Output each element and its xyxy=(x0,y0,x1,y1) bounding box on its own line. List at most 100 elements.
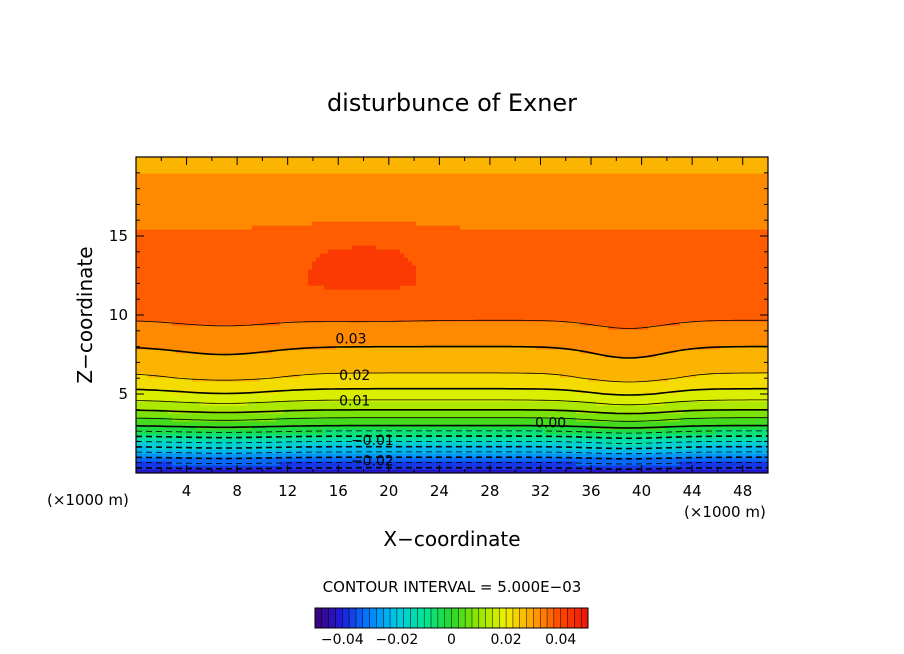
contour-cell xyxy=(436,453,441,458)
contour-cell xyxy=(636,373,641,378)
contour-cell xyxy=(412,393,417,398)
contour-cell xyxy=(652,469,657,473)
contour-cell xyxy=(512,365,517,370)
contour-cell xyxy=(544,393,549,398)
contour-cell xyxy=(244,449,249,454)
contour-cell xyxy=(380,445,385,450)
contour-cell xyxy=(656,413,661,418)
contour-cell xyxy=(616,413,621,418)
contour-cell xyxy=(392,409,397,414)
contour-cell xyxy=(640,349,645,354)
contour-cell xyxy=(384,413,389,418)
contour-cell xyxy=(724,385,729,390)
contour-cell xyxy=(320,469,325,473)
contour-cell xyxy=(696,433,701,438)
contour-cell xyxy=(280,357,285,362)
contour-cell xyxy=(676,353,681,358)
contour-cell xyxy=(296,437,301,442)
contour-cell xyxy=(520,409,525,414)
contour-cell xyxy=(720,353,725,358)
contour-cell xyxy=(248,417,253,422)
contour-cell xyxy=(280,421,285,426)
contour-cell xyxy=(204,453,209,458)
contour-cell xyxy=(700,353,705,358)
contour-cell xyxy=(352,401,357,406)
contour-cell xyxy=(340,393,345,398)
contour-cell xyxy=(152,389,157,394)
contour-cell xyxy=(540,377,545,382)
contour-cell xyxy=(712,369,717,374)
contour-cell xyxy=(700,397,705,402)
contour-cell xyxy=(612,429,617,434)
contour-cell xyxy=(660,453,665,458)
contour-cell xyxy=(252,445,257,450)
contour-cell xyxy=(704,393,709,398)
contour-cell xyxy=(720,357,725,362)
contour-cell xyxy=(152,361,157,366)
contour-cell xyxy=(460,369,465,374)
contour-cell xyxy=(764,369,768,374)
contour-cell xyxy=(484,385,489,390)
contour-cell xyxy=(352,437,357,442)
contour-cell xyxy=(692,429,697,434)
contour-cell xyxy=(500,429,505,434)
contour-cell xyxy=(388,397,393,402)
contour-cell xyxy=(708,437,713,442)
contour-cell xyxy=(428,369,433,374)
contour-cell xyxy=(456,349,461,354)
contour-cell xyxy=(148,417,153,422)
contour-cell xyxy=(364,405,369,410)
contour-cell xyxy=(424,441,429,446)
contour-cell xyxy=(164,469,169,473)
contour-cell xyxy=(680,385,685,390)
contour-cell xyxy=(672,385,677,390)
contour-cell xyxy=(276,413,281,418)
contour-cell xyxy=(596,393,601,398)
contour-cell xyxy=(500,425,505,430)
contour-cell xyxy=(636,357,641,362)
contour-cell xyxy=(408,389,413,394)
contour-cell xyxy=(288,393,293,398)
contour-cell xyxy=(240,465,245,470)
contour-cell xyxy=(712,457,717,462)
contour-cell xyxy=(460,357,465,362)
contour-cell xyxy=(420,385,425,390)
contour-cell xyxy=(180,405,185,410)
contour-cell xyxy=(464,357,469,362)
contour-cell xyxy=(752,381,757,386)
contour-cell xyxy=(284,385,289,390)
contour-cell xyxy=(228,433,233,438)
contour-cell xyxy=(628,385,633,390)
contour-cell xyxy=(372,357,377,362)
contour-cell xyxy=(288,421,293,426)
contour-cell xyxy=(336,397,341,402)
contour-cell xyxy=(396,369,401,374)
contour-cell xyxy=(572,373,577,378)
contour-cell xyxy=(148,397,153,402)
contour-cell xyxy=(592,417,597,422)
contour-cell xyxy=(140,425,145,430)
contour-cell xyxy=(704,457,709,462)
contour-cell xyxy=(216,441,221,446)
contour-cell xyxy=(196,469,201,473)
contour-cell xyxy=(744,461,749,466)
contour-cell xyxy=(456,389,461,394)
contour-cell xyxy=(456,401,461,406)
contour-cell xyxy=(444,349,449,354)
contour-cell xyxy=(528,381,533,386)
contour-cell xyxy=(588,405,593,410)
contour-cell xyxy=(228,413,233,418)
contour-cell xyxy=(260,453,265,458)
contour-cell xyxy=(600,445,605,450)
contour-cell xyxy=(136,349,141,354)
contour-cell xyxy=(568,397,573,402)
contour-cell xyxy=(600,349,605,354)
contour-cell xyxy=(548,409,553,414)
contour-cell xyxy=(388,449,393,454)
contour-cell xyxy=(464,433,469,438)
contour-cell xyxy=(312,361,317,366)
contour-cell xyxy=(412,417,417,422)
contour-cell xyxy=(452,357,457,362)
contour-cell xyxy=(552,377,557,382)
contour-cell xyxy=(572,425,577,430)
